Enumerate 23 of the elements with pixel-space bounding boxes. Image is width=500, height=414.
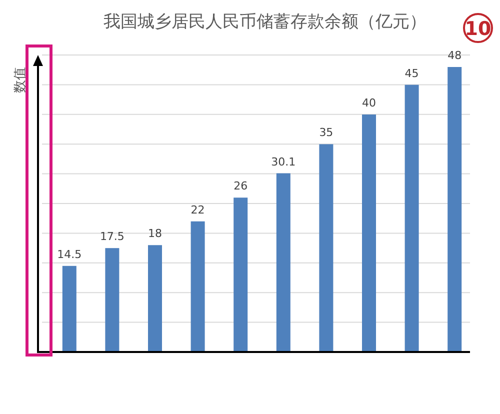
data-label: 22 [190,203,205,216]
chart-title: 我国城乡居民人民币储蓄存款余额（亿元） [104,12,426,32]
bar [448,67,462,352]
text: 10 [464,18,492,40]
bar [62,266,76,352]
data-label: 18 [148,227,162,240]
data-label: 30.1 [271,155,296,168]
bar [234,198,248,352]
data-label: 48 [448,49,462,62]
data-label: 45 [404,66,419,80]
bar [148,245,162,352]
data-label: 26 [234,180,248,193]
bar [404,84,419,352]
bar [105,248,120,352]
bar [319,144,334,352]
data-label: 35 [319,126,334,140]
data-label: 40 [362,96,376,110]
y-axis-title: 数值 [13,67,28,93]
bar [190,221,205,352]
bar [362,114,376,352]
data-label: 17.5 [100,230,124,244]
bar [276,173,290,352]
data-label: 14.5 [57,248,82,261]
